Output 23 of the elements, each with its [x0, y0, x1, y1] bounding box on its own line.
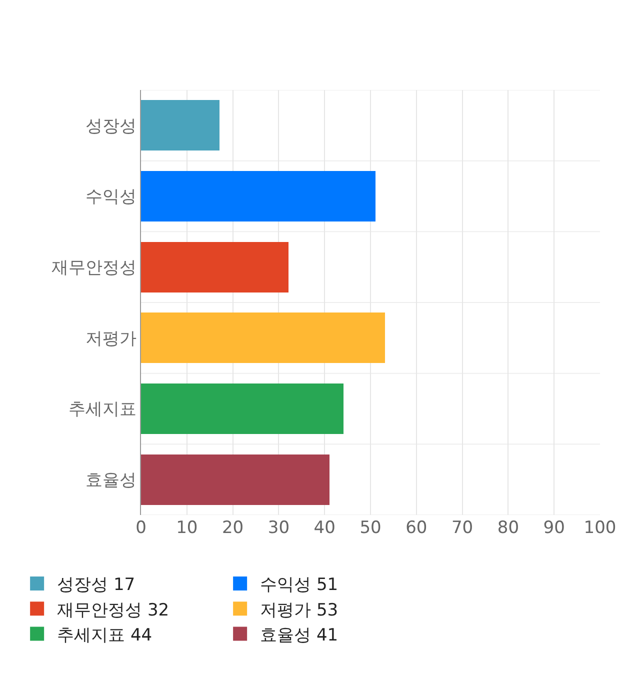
y-tick-label: 효율성 — [86, 470, 137, 491]
x-tick-label: 100 — [584, 518, 616, 538]
legend-label: 추세지표 44 — [57, 625, 152, 646]
x-tick-label: 90 — [543, 518, 565, 538]
y-tick-label: 저평가 — [86, 328, 137, 349]
legend-label: 수익성 51 — [260, 575, 338, 596]
x-tick-label: 10 — [176, 518, 198, 538]
x-tick-label: 40 — [314, 518, 336, 538]
legend-label: 성장성 17 — [57, 575, 136, 596]
y-tick-label: 수익성 — [86, 187, 137, 208]
x-tick-label: 20 — [222, 518, 244, 538]
legend-label: 저평가 53 — [260, 600, 338, 620]
legend-label: 효율성 41 — [260, 625, 338, 646]
y-tick-label: 추세지표 — [68, 400, 137, 420]
y-tick-label: 재무안정성 — [52, 258, 137, 278]
x-tick-label: 80 — [497, 518, 520, 538]
y-tick-label: 성장성 — [86, 116, 137, 136]
x-tick-label: 60 — [406, 518, 428, 538]
legend-label: 재무안정성 32 — [57, 600, 170, 620]
x-tick-label: 70 — [451, 518, 474, 538]
x-tick-label: 50 — [360, 518, 382, 538]
x-tick-label: 30 — [268, 518, 290, 538]
x-tick-label: 0 — [136, 518, 146, 538]
